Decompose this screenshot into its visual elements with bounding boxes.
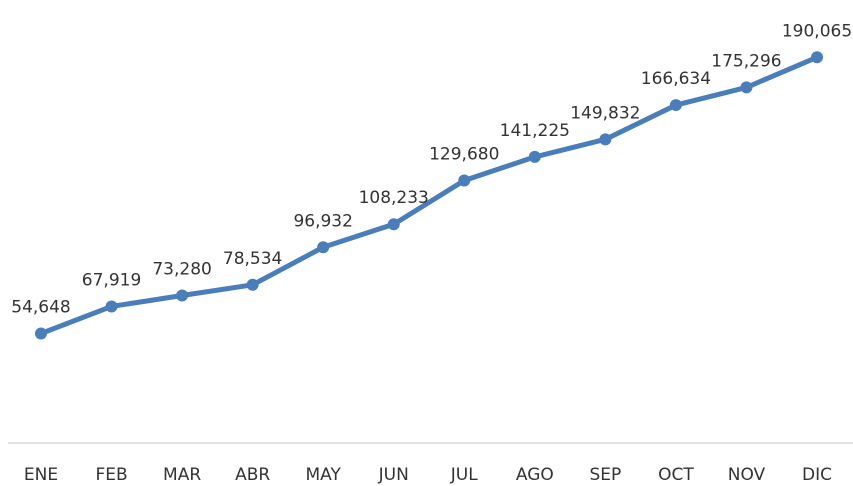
x-tick-label: OCT: [658, 465, 694, 485]
point: [458, 174, 471, 187]
data-label: 67,919: [82, 270, 141, 290]
line: [40, 54, 818, 336]
x-tick-label: MAR: [163, 465, 201, 485]
x-tick-label: MAY: [305, 465, 341, 485]
data-label: 108,233: [359, 188, 429, 208]
x-tick-label: DIC: [802, 465, 832, 485]
x-tick-label: NOV: [728, 465, 766, 485]
data-label: 73,280: [152, 260, 211, 280]
data-label: 190,065: [782, 21, 852, 41]
data-label: 78,534: [223, 249, 282, 269]
x-tick-label: SEP: [589, 465, 621, 485]
point: [528, 150, 541, 163]
point: [246, 278, 259, 291]
point: [669, 99, 682, 112]
x-tick-label: AGO: [516, 465, 554, 485]
data-label: 96,932: [293, 211, 352, 231]
data-label: 149,832: [570, 103, 640, 123]
x-tick-label: JUN: [378, 465, 409, 485]
data-label: 141,225: [500, 121, 570, 141]
point: [740, 81, 753, 94]
point: [317, 241, 330, 254]
x-tick-label: JUL: [450, 465, 478, 485]
point: [387, 218, 400, 231]
data-label: 129,680: [429, 144, 499, 164]
data-label: 54,648: [11, 298, 70, 318]
x-tick-label: FEB: [95, 465, 127, 485]
data-label: 166,634: [641, 69, 711, 89]
x-tick-label: ABR: [235, 465, 270, 485]
point: [811, 51, 823, 64]
point: [105, 300, 118, 313]
point: [599, 133, 612, 146]
data-label: 175,296: [711, 51, 781, 71]
point: [176, 289, 189, 302]
point: [35, 327, 47, 340]
x-tick-label: ENE: [24, 465, 58, 485]
